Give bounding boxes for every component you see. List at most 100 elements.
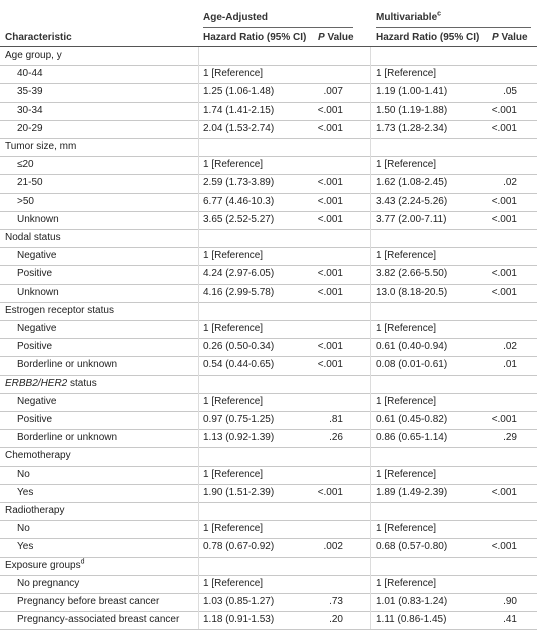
row-label: Unknown [17,286,59,298]
hazard-ratio: 1.74 (1.41-2.15) [203,104,275,116]
row-label: Positive [17,268,53,280]
row-label: Borderline or unknown [17,359,118,371]
hazard-ratio: 1.90 (1.51-2.39) [203,486,275,498]
p-value: <.001 [317,177,343,189]
hazard-ratio: 2.59 (1.73-3.89) [203,177,275,189]
section-label-text: Chemotherapy [5,450,71,462]
row-rule [0,520,537,522]
section-label: Age group, y [5,47,62,65]
row-label: ≤20 [17,159,34,171]
row-rule [0,156,537,158]
row-label: 40-44 [17,68,43,80]
p-value: .73 [329,596,343,607]
p-value: .26 [329,432,343,444]
p-value: <.001 [491,541,517,553]
row-label: >50 [17,195,34,207]
p-value: .05 [503,86,517,98]
row-label: Unknown [17,213,59,225]
row-rule [0,447,537,449]
p-value: .007 [323,86,343,98]
row-rule [0,356,537,358]
p-value: <.001 [491,213,517,225]
section-label: Tumor size, mm [5,138,76,156]
row-rule [0,301,537,303]
column-header-text: Value [501,32,528,43]
row-rule [0,265,537,267]
section-label-text: Exposure groups [5,559,81,571]
hazard-ratio: 1 [Reference] [203,323,264,334]
p-value: .01 [503,359,517,371]
row-rule [0,611,537,613]
row-rule [0,65,537,67]
hazard-ratio: 1 [Reference] [203,577,264,589]
p-value: <.001 [317,104,343,116]
hazard-ratio: 1 [Reference] [376,68,437,80]
p-value: <.001 [317,341,343,353]
hazard-ratio: 1 [Reference] [203,68,264,80]
row-rule [0,411,537,412]
p-value: .90 [503,596,517,607]
section-label-text: status [70,377,97,389]
row-rule [0,229,537,230]
footnote-mark: d [80,558,85,566]
section-label: Radiotherapy [5,502,64,520]
section-label: ERBB2/HER2 status [5,375,97,393]
p-value: .41 [503,614,517,626]
row-rule [0,374,537,376]
p-value: <.001 [317,122,343,134]
row-rule [0,483,537,485]
column-header: P Value [318,29,354,47]
row-rule [0,283,537,285]
hazard-ratio: 1.03 (0.85-1.27) [203,596,275,607]
hazard-ratio: 1.18 (0.91-1.53) [203,614,275,626]
row-rule [0,556,537,558]
group-rule [376,27,531,28]
hazard-ratio: 4.24 (2.97-6.05) [203,268,275,280]
section-label-text: Estrogen receptor status [5,304,114,316]
footnote-mark: c [437,10,442,18]
section-label-italic: ERBB2/HER2 [5,377,68,389]
group-header-text: Multivariable [376,12,438,23]
hazard-ratio: 1.11 (0.86-1.45) [376,614,447,626]
hazard-ratio: 0.86 (0.65-1.14) [376,432,448,444]
section-label-text: Tumor size, mm [5,141,77,152]
row-rule [0,247,537,249]
group-header: Age-Adjusted [203,9,268,27]
p-value: .02 [503,341,517,353]
hazard-ratio: 1.13 (0.92-1.39) [203,432,275,444]
row-rule [0,502,537,503]
column-header: P Value [492,29,528,47]
p-value: <.001 [317,286,343,298]
row-label: Borderline or unknown [17,432,118,444]
row-rule [0,574,537,576]
p-value: .81 [329,414,343,425]
row-rule [0,83,537,85]
row-rule [0,338,537,340]
section-label-text: Radiotherapy [5,505,65,516]
row-rule [0,210,537,212]
hazard-ratio: 1 [Reference] [376,577,437,589]
hazard-ratio: 1 [Reference] [376,323,437,334]
p-value: <.001 [491,414,517,425]
column-header-italic: P [318,32,325,43]
hazard-ratio: 1 [Reference] [203,250,264,262]
section-label: Estrogen receptor status [5,302,114,320]
column-header: Characteristic [5,32,72,43]
hazard-ratio: 1 [Reference] [376,523,437,535]
p-value: <.001 [317,268,343,280]
p-value: <.001 [491,286,517,298]
row-rule [0,320,537,321]
hazard-ratio: 1 [Reference] [376,159,437,171]
row-rule [0,138,537,139]
hazard-ratio: 0.78 (0.67-0.92) [203,541,275,553]
group-header-text: Age-Adjusted [203,12,268,23]
hazard-ratio: 1.62 (1.08-2.45) [376,177,448,189]
hazard-ratio: 3.65 (2.52-5.27) [203,213,275,225]
row-label: Positive [17,414,53,425]
hazard-ratio: 0.61 (0.45-0.82) [376,414,448,425]
row-label: Pregnancy-associated breast cancer [17,614,180,626]
hazard-ratio: 1.50 (1.19-1.88) [376,104,448,116]
section-label-text: Nodal status [5,232,61,243]
hazard-ratio: 4.16 (2.99-5.78) [203,286,275,298]
hazard-ratio: 3.43 (2.24-5.26) [376,195,448,207]
